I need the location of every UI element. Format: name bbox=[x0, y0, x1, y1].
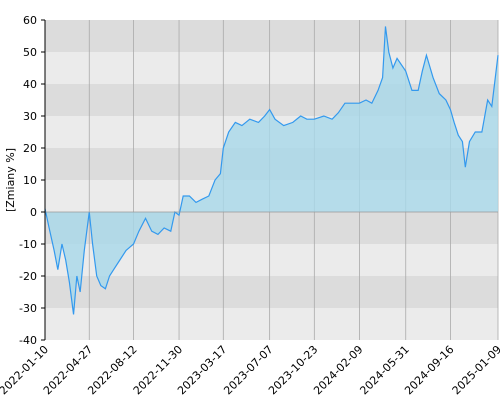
grid-band bbox=[45, 276, 498, 308]
y-tick-label: -20 bbox=[19, 270, 37, 283]
y-tick-label: 60 bbox=[23, 14, 37, 27]
y-tick-label: 10 bbox=[23, 174, 37, 187]
area-fill bbox=[45, 26, 498, 315]
y-tick-label: 50 bbox=[23, 46, 37, 59]
y-tick-label: 40 bbox=[23, 78, 37, 91]
grid-band bbox=[45, 308, 498, 340]
grid-band bbox=[45, 20, 498, 52]
y-tick-label: 0 bbox=[30, 206, 37, 219]
y-tick-label: 30 bbox=[23, 110, 37, 123]
x-tick-label: 2025-01-09 bbox=[450, 343, 500, 397]
y-tick-label: -40 bbox=[19, 334, 37, 347]
y-axis-label: [Zmiany %] bbox=[4, 148, 17, 212]
y-tick-label: 20 bbox=[23, 142, 37, 155]
y-tick-label: -30 bbox=[19, 302, 37, 315]
y-tick-label: -10 bbox=[19, 238, 37, 251]
line bbox=[44, 26, 499, 315]
